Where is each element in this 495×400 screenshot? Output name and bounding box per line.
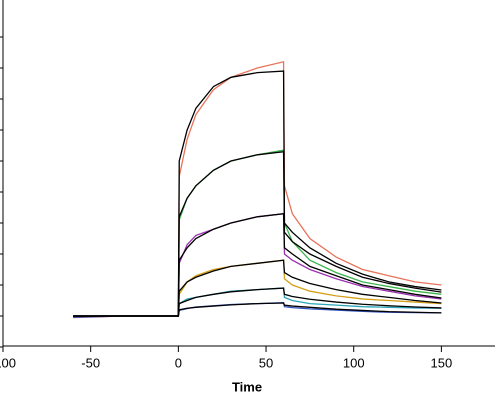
series-line	[73, 70, 442, 317]
x-axis-label: Time	[232, 379, 262, 394]
x-tick-label: 150	[431, 355, 453, 370]
series-line	[73, 150, 442, 317]
series-line	[73, 287, 442, 317]
series-line	[73, 302, 442, 318]
series-line	[73, 60, 442, 319]
series-line	[73, 212, 442, 318]
series-line	[73, 259, 442, 317]
x-tick-label: -50	[81, 355, 100, 370]
series-line	[73, 212, 442, 317]
x-tick-label: 100	[343, 355, 365, 370]
x-tick-label: 0	[175, 355, 182, 370]
x-tick-label: -100	[0, 355, 16, 370]
x-tick-label: 50	[259, 355, 273, 370]
series-line	[73, 302, 442, 317]
